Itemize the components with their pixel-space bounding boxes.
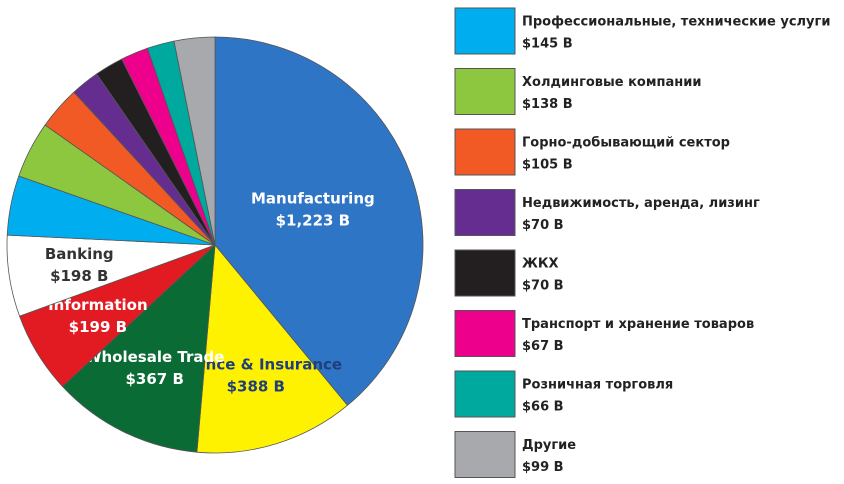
legend-swatch <box>454 431 516 478</box>
legend-name: Горно-добывающий сектор <box>522 136 730 151</box>
legend-swatch <box>454 128 516 176</box>
legend-value: $70 B <box>522 279 564 294</box>
legend-swatch <box>454 249 516 297</box>
legend-swatch <box>454 7 516 55</box>
legend-value: $138 B <box>522 97 573 112</box>
legend-name: Недвижимость, аренда, лизинг <box>522 196 760 211</box>
legend-value: $99 B <box>522 460 564 475</box>
legend-value: $105 B <box>522 158 573 173</box>
slice-label: Manufacturing <box>251 189 375 207</box>
legend-swatch <box>454 189 516 236</box>
legend-value: $70 B <box>522 218 564 233</box>
slice-label: Banking <box>45 245 114 263</box>
legend-value: $67 B <box>522 339 564 354</box>
slice-value: $199 B <box>69 318 127 336</box>
legend-name: Профессиональные, технические услуги <box>522 15 830 30</box>
pie-slice <box>61 244 216 453</box>
pie-slice <box>173 36 216 246</box>
slice-value: $1,223 B <box>276 211 351 229</box>
legend-swatch <box>454 310 516 357</box>
pie-slice <box>196 243 349 454</box>
pie-slice <box>214 36 424 406</box>
legend-value: $66 B <box>522 400 564 415</box>
legend-swatch <box>454 370 516 418</box>
slice-value: $388 B <box>227 378 285 396</box>
legend-name: Другие <box>522 438 576 453</box>
slice-value: $367 B <box>125 370 183 388</box>
legend-name: Транспорт и хранение товаров <box>522 317 754 332</box>
slice-label: Finance & Insurance <box>169 356 342 374</box>
legend-value: $145 B <box>522 37 573 52</box>
legend-swatch <box>454 68 516 115</box>
legend-name: Розничная торговля <box>522 378 673 393</box>
slice-label: Information <box>48 296 148 314</box>
legend-name: Холдинговые компании <box>522 75 701 90</box>
slice-label: Wholesale Trade <box>85 348 224 366</box>
legend-name: ЖКХ <box>522 257 559 272</box>
slice-value: $198 B <box>50 267 108 285</box>
